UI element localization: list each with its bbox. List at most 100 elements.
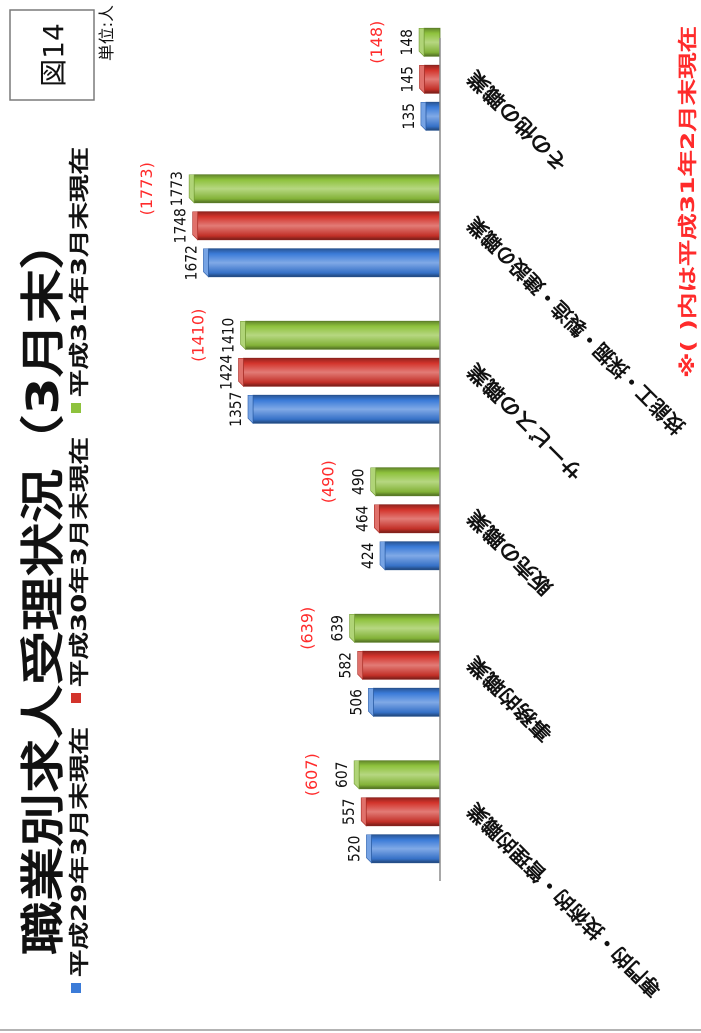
value-label: 464 xyxy=(352,506,371,532)
value-label: 1357 xyxy=(226,392,245,427)
bar-h30-cat5 xyxy=(192,211,441,241)
legend-item-h29: 平成29年3月末現在 xyxy=(67,727,91,993)
bar-cap xyxy=(374,504,380,534)
legend-label: 平成31年3月末現在 xyxy=(67,147,91,397)
category-label: 販売の職業 xyxy=(462,504,558,600)
bar-face xyxy=(378,504,441,534)
bar-h30-cat2 xyxy=(357,650,441,680)
category-label: その他の職業 xyxy=(462,65,573,176)
legend-swatch xyxy=(71,983,81,993)
footnote: ※( )内は平成31年2月末現在 xyxy=(676,26,699,378)
bar-face xyxy=(243,357,441,387)
value-label: 582 xyxy=(336,652,355,678)
category-label: 専門的・技術的・管理的職業 xyxy=(462,797,666,1001)
bar-face xyxy=(193,174,441,204)
bar-cap xyxy=(360,797,367,827)
bar-cap xyxy=(188,174,195,204)
bar-face xyxy=(423,27,441,57)
bar-cap xyxy=(247,394,254,424)
value-label: 1672 xyxy=(181,245,200,280)
bar-h31-cat1 xyxy=(353,760,441,790)
reference-value-label: (607) xyxy=(302,753,321,796)
legend-item-h31: 平成31年3月末現在 xyxy=(67,147,91,413)
bar-cap xyxy=(418,27,425,57)
figure-label-box: 図14 xyxy=(9,9,95,101)
reference-value-label: (148) xyxy=(367,21,386,64)
legend-label: 平成29年3月末現在 xyxy=(67,727,91,977)
bar-cap xyxy=(240,320,246,350)
bar-face xyxy=(245,320,441,350)
bar-face xyxy=(371,834,441,864)
bar-cap xyxy=(357,650,363,680)
reference-value-label: (1410) xyxy=(188,309,207,362)
value-label: 506 xyxy=(346,689,365,715)
bar-face xyxy=(362,650,441,680)
value-label: 1748 xyxy=(171,208,190,243)
bar-cap xyxy=(238,357,244,387)
bar-h29-cat1 xyxy=(366,834,441,864)
value-label: 424 xyxy=(358,543,377,569)
reference-value-label: (639) xyxy=(298,607,317,650)
bar-face xyxy=(424,64,441,94)
legend-swatch xyxy=(71,403,81,413)
reference-value-label: (1773) xyxy=(137,162,156,215)
bar-face xyxy=(373,687,441,717)
value-label: 1773 xyxy=(167,171,186,206)
value-label: 490 xyxy=(349,469,368,495)
bar-h29-cat3 xyxy=(379,541,441,571)
bar-h29-cat5 xyxy=(203,248,441,278)
bar-h30-cat4 xyxy=(238,357,441,387)
bar-cap xyxy=(420,101,427,131)
chart-title: 職業別求人受理状況（3月末） xyxy=(18,215,69,955)
bar-h31-cat3 xyxy=(370,467,441,497)
value-label: 135 xyxy=(399,103,418,129)
legend-item-h30: 平成30年3月末現在 xyxy=(67,437,91,703)
value-label: 639 xyxy=(328,615,347,641)
bar-h30-cat3 xyxy=(374,504,441,534)
bar-face xyxy=(197,211,441,241)
category-label: 事務的職業 xyxy=(462,651,558,747)
bar-face xyxy=(375,467,441,497)
bar-cap xyxy=(203,248,209,278)
bar-h31-cat6 xyxy=(418,27,441,57)
bar-face xyxy=(425,101,441,131)
value-label: 607 xyxy=(332,762,351,788)
value-labels: 520 557 607 506 582 639 424 464 490 1357 1424 1410 1… xyxy=(167,29,418,862)
unit-label: 単位:人 xyxy=(97,5,116,61)
bar-h31-cat2 xyxy=(349,613,441,643)
bar-h31-cat5 xyxy=(188,174,441,204)
bar-cap xyxy=(349,613,355,643)
bar-face xyxy=(354,613,441,643)
bar-face xyxy=(384,541,441,571)
bar-cap xyxy=(370,467,376,497)
figure-label-frame xyxy=(9,9,95,101)
category-labels: 専門的・技術的・管理的職業事務的職業販売の職業サービスの職業技能工・採掘・製造・… xyxy=(462,65,690,1002)
bar-cap xyxy=(368,687,374,717)
reference-value-labels: (607) (639) (490) (1410) (1773) (148) xyxy=(137,21,386,797)
bar-cap xyxy=(353,760,360,790)
bar-face xyxy=(252,394,441,424)
reference-value-label: (490) xyxy=(319,460,338,503)
bar-h29-cat4 xyxy=(247,394,441,424)
legend-swatch xyxy=(71,693,81,703)
value-label: 1424 xyxy=(217,355,236,390)
value-label: 148 xyxy=(397,29,416,55)
bar-cap xyxy=(192,211,198,241)
legend-label: 平成30年3月末現在 xyxy=(67,437,91,687)
bar-face xyxy=(208,248,441,278)
value-label: 557 xyxy=(339,799,358,825)
bar-h30-cat6 xyxy=(419,64,441,94)
value-label: 145 xyxy=(397,66,416,92)
bar-h29-cat6 xyxy=(420,101,441,131)
bar-h30-cat1 xyxy=(360,797,441,827)
bar-h29-cat2 xyxy=(368,687,441,717)
bar-face xyxy=(358,760,441,790)
chart-frame: 図14 単位:人 職業別求人受理状況（3月末） 平成29年3月末現在平成30年3… xyxy=(0,5,701,1031)
bar-cap xyxy=(419,64,425,94)
value-label: 1410 xyxy=(218,318,237,353)
bar-cap xyxy=(379,541,386,571)
bar-cap xyxy=(366,834,372,864)
